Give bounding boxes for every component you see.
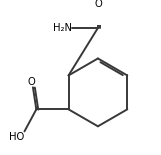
Text: O: O [28,77,36,87]
Text: O: O [94,0,102,9]
Text: HO: HO [9,132,24,142]
Text: H₂N: H₂N [53,23,72,33]
